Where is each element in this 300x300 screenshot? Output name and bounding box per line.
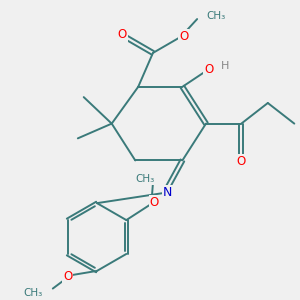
Text: N: N [163, 186, 172, 199]
Text: O: O [63, 270, 72, 283]
Text: O: O [117, 28, 127, 41]
Text: O: O [204, 63, 214, 76]
Text: O: O [237, 155, 246, 168]
Text: H: H [221, 61, 229, 71]
Text: CH₃: CH₃ [206, 11, 225, 21]
Text: O: O [150, 196, 159, 209]
Text: CH₃: CH₃ [23, 288, 43, 298]
Text: O: O [179, 30, 188, 43]
Text: CH₃: CH₃ [136, 174, 155, 184]
